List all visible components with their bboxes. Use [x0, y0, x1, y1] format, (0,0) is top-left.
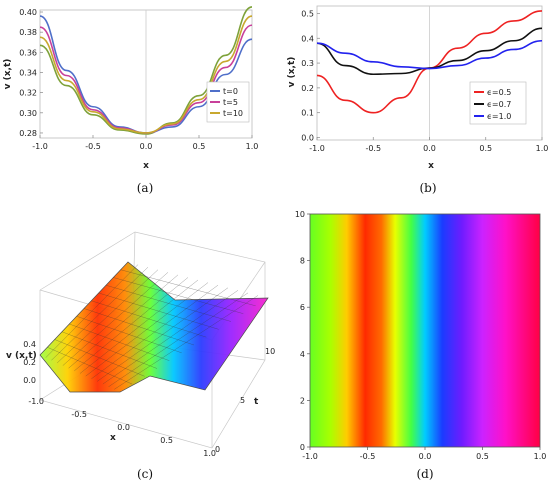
a-y-tick-label: 0.34 [19, 68, 37, 77]
panel-d-x-tick-label: -1.0 [302, 452, 318, 461]
b-y-tick-label: 0.5 [301, 9, 314, 18]
panel-c-mesh-line [83, 308, 195, 346]
panel-c-3d-surface: 0.0 0.2 0.4 -1.0 -0.5 0.0 0.5 1.0 0 5 10 v (x,t)… [6, 231, 275, 481]
a-y-tick-label: 0.40 [19, 8, 37, 17]
b-y-tick-label: 0.0 [301, 134, 314, 143]
panel-c-x-tick-label: 1.0 [203, 449, 216, 458]
panel-d-y-tick-label: 4 [300, 350, 305, 359]
panel-b-caption: (b) [419, 181, 436, 195]
panel-c-z-tick-label: 0.4 [23, 340, 36, 349]
b-y-tick-label: 0.4 [301, 34, 314, 43]
panel-c-z-tick-label: 0.0 [23, 376, 36, 385]
panel-c-mesh-line [54, 339, 145, 377]
panel-c-mesh-line [113, 277, 244, 314]
panel-c-x-tick-label: 0.0 [117, 423, 130, 432]
panel-a-x-ticks: -1.0 -0.5 0.0 0.5 1.0 [32, 135, 258, 151]
panel-b-y-axis-label: v (x,t) [287, 57, 297, 88]
b-x-tick-label: -0.5 [365, 144, 381, 153]
panel-d-x-tick-label: -0.5 [360, 452, 376, 461]
panel-b-legend-label: ϵ=0.7 [487, 100, 511, 109]
panel-c-t-tick-label: 0 [215, 445, 220, 454]
a-y-tick-label: 0.38 [19, 28, 37, 37]
b-series-line [316, 39, 543, 70]
panel-b-x-axis-label: x [428, 161, 434, 171]
a-x-tick-label: -1.0 [32, 142, 48, 151]
panel-c-mesh-line [105, 285, 232, 322]
b-x-tick-label: 1.0 [536, 144, 549, 153]
panel-c-t-axis-label: t [254, 397, 259, 407]
a-y-tick-label: 0.28 [19, 129, 37, 138]
panel-c-t-ticks: 0 5 10 [215, 347, 275, 454]
panel-a-y-axis-label: v (x,t) [3, 59, 13, 90]
panel-a-x-axis-label: x [143, 161, 149, 171]
panel-c-z-tick-label: 0.2 [23, 358, 36, 367]
panel-d-y-tick-label: 8 [300, 257, 305, 266]
panel-d-y-tick-label: 0 [300, 443, 305, 452]
panel-c-x-ticks: -1.0 -0.5 0.0 0.5 1.0 [28, 397, 216, 458]
panel-d-y-tick-label: 2 [300, 396, 305, 405]
panel-a-legend-label: t=10 [223, 109, 243, 118]
panel-a-legend-label: t=5 [223, 98, 238, 107]
panel-b-x-ticks: -1.0 -0.5 0.0 0.5 1.0 [309, 137, 548, 153]
a-y-tick-label: 0.36 [19, 48, 37, 57]
a-y-tick-label: 0.30 [19, 109, 37, 118]
panel-b-legend: ϵ=0.5 ϵ=0.7 ϵ=1.0 [469, 81, 527, 125]
b-y-tick-label: 0.2 [301, 84, 314, 93]
panel-a-legend-label: t=0 [223, 87, 238, 96]
panel-c-x-tick-label: -1.0 [28, 397, 44, 406]
panel-c-mesh-line [76, 316, 182, 354]
a-x-tick-label: 0.0 [140, 142, 153, 151]
a-y-tick-label: 0.32 [19, 89, 37, 98]
panel-c-mesh-line [47, 347, 133, 385]
panel-a-y-ticks: 0.28 0.30 0.32 0.34 0.36 0.38 0.40 [19, 8, 43, 138]
b-x-tick-label: 0.5 [479, 144, 492, 153]
a-series-line-unlabeled [39, 6, 253, 135]
panel-c-t-tick-label: 10 [265, 347, 275, 356]
panel-d-x-tick-label: 0.0 [419, 452, 432, 461]
panel-d-x-ticks: -1.0 -0.5 0.0 0.5 1.0 [302, 447, 546, 461]
b-y-tick-label: 0.3 [301, 59, 314, 68]
panel-d-x-tick-label: 0.5 [476, 452, 489, 461]
b-x-tick-label: 0.0 [423, 144, 436, 153]
panel-b-y-ticks: 0.0 0.1 0.2 0.3 0.4 0.5 [301, 9, 320, 143]
b-x-tick-label: -1.0 [309, 144, 325, 153]
panel-b-series-lines [316, 10, 543, 114]
a-x-tick-label: -0.5 [85, 142, 101, 151]
panel-c-surface [39, 261, 269, 393]
panel-d-caption: (d) [416, 467, 433, 481]
b-y-tick-label: 0.1 [301, 109, 314, 118]
panel-c-z-axis-label: v (x,t) [6, 351, 37, 361]
panel-c-mesh-line [98, 292, 219, 330]
panel-d-y-ticks: 0 2 4 6 8 10 [295, 210, 310, 452]
panel-d-x-tick-label: 1.0 [534, 452, 547, 461]
panel-a-caption: (a) [137, 181, 154, 195]
panel-d-density-area [310, 214, 540, 447]
a-x-tick-label: 1.0 [246, 142, 259, 151]
panel-d-y-tick-label: 10 [295, 210, 305, 219]
panel-c-z-ticks: 0.0 0.2 0.4 [23, 340, 36, 385]
panel-c-surface-mesh [45, 264, 259, 390]
panel-a-legend: t=0 t=5 t=10 [206, 81, 250, 123]
panel-c-mesh-line [120, 269, 256, 307]
panel-c-mesh-line [69, 323, 170, 361]
panel-c-t-tick-label: 5 [240, 396, 245, 405]
panel-c-x-axis-label: x [110, 433, 116, 443]
panel-c-mesh-line [91, 300, 207, 338]
panel-c-x-tick-label: -0.5 [71, 410, 87, 419]
panel-c-caption: (c) [137, 467, 153, 481]
panel-b-legend-label: ϵ=0.5 [487, 88, 511, 97]
panel-c-mesh-line [61, 331, 158, 369]
panel-b-line-chart: 0.0 0.1 0.2 0.3 0.4 0.5 -1.0 -0.5 0.0 0.5 1.0 x v… [287, 5, 548, 195]
panel-d-density-plot: 0 2 4 6 8 10 -1.0 -0.5 0.0 0.5 1.0 (d) [295, 210, 547, 481]
a-series-line [39, 15, 253, 134]
panel-b-legend-label: ϵ=1.0 [487, 112, 511, 121]
a-x-tick-label: 0.5 [193, 142, 206, 151]
panel-a-line-chart: 0.28 0.30 0.32 0.34 0.36 0.38 0.40 -1.0 -0.5 0.0… [3, 6, 258, 195]
panel-d-y-tick-label: 6 [300, 303, 305, 312]
panel-c-x-tick-label: 0.5 [160, 436, 173, 445]
